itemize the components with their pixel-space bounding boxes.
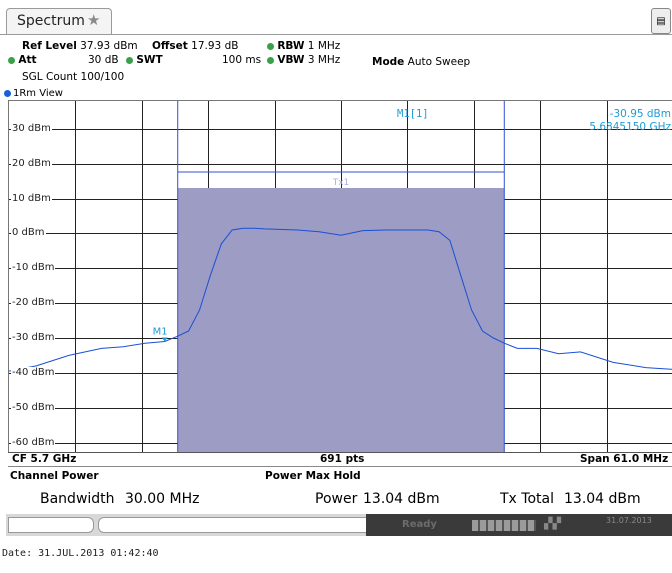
- power-label: Power: [315, 491, 358, 507]
- channel-power-results: Channel Power Power Max Hold Bandwidth 3…: [8, 466, 672, 515]
- settings-header: Ref Level 37.93 dBm Offset 17.93 dB RBW …: [0, 34, 672, 89]
- span: Span 61.0 MHz: [580, 453, 669, 465]
- y-tick-label: -30 dBm: [11, 331, 56, 343]
- marker-frequency: 5.6845150 GHz: [589, 121, 671, 133]
- ref-level-value[interactable]: 37.93 dBm: [80, 40, 138, 52]
- mode-row: Mode Auto Sweep: [372, 56, 470, 68]
- swt-status-dot: [126, 56, 133, 64]
- marker-level: -30.95 dBm: [610, 108, 671, 120]
- rbw-status-dot: [267, 42, 274, 50]
- bandwidth-label: Bandwidth: [40, 491, 115, 507]
- vbw-value[interactable]: 3 MHz: [307, 54, 341, 66]
- power-max-hold-label: Power Max Hold: [265, 470, 361, 482]
- swt-row: SWT: [126, 54, 163, 66]
- swt-value[interactable]: 100 ms: [222, 54, 262, 66]
- tab-title: Spectrum: [17, 13, 85, 29]
- ref-level-row: Ref Level 37.93 dBm: [22, 40, 138, 52]
- sgl-count: SGL Count 100/100: [22, 71, 125, 83]
- tab-spectrum[interactable]: Spectrum ★: [6, 8, 112, 34]
- x-axis-bar: CF 5.7 GHz 691 pts Span 61.0 MHz: [8, 452, 672, 467]
- spectrum-trace: [9, 227, 672, 372]
- ready-text: Ready: [402, 519, 437, 530]
- y-tick-label: -60 dBm: [11, 436, 56, 448]
- mode-label: Mode: [372, 56, 405, 68]
- y-tick-label: 30 dBm: [11, 122, 52, 134]
- display-config-icon[interactable]: ▤: [651, 8, 671, 34]
- progress-bar: [472, 520, 536, 531]
- channel-label: Tx1: [332, 178, 350, 188]
- offset-row: Offset 17.93 dB: [152, 40, 238, 52]
- vbw-status-dot: [267, 56, 274, 64]
- center-frequency: CF 5.7 GHz: [12, 453, 77, 465]
- y-tick-label: -10 dBm: [11, 261, 56, 273]
- y-tick-label: 0 dBm: [11, 226, 46, 238]
- rbw-row: RBW 1 MHz: [267, 40, 340, 52]
- marker-name: M1[1]: [397, 108, 429, 120]
- channel-power-label: Channel Power: [10, 470, 99, 482]
- y-tick-label: -40 dBm: [11, 366, 56, 378]
- star-icon[interactable]: ★: [87, 11, 101, 29]
- sweep-points: 691 pts: [320, 453, 365, 465]
- marker-m1-label: M1: [153, 326, 168, 337]
- att-value[interactable]: 30 dB: [88, 54, 119, 66]
- date-line: Date: 31.JUL.2013 01:42:40: [2, 548, 159, 559]
- signal-icon: ▞▞: [544, 517, 561, 530]
- spectrum-plot[interactable]: Tx1 M1 M1[1] -30.95 dBm 5.6845150 GHz 30 dBm…: [8, 100, 672, 453]
- offset-label: Offset: [152, 40, 188, 52]
- view-title-bar: 1Rm View: [0, 88, 672, 100]
- att-label: Att: [18, 54, 37, 66]
- mode-value[interactable]: Auto Sweep: [407, 56, 471, 68]
- offset-value[interactable]: 17.93 dB: [191, 40, 239, 52]
- status-date: 31.07.2013: [606, 516, 652, 525]
- tab-bar: Spectrum ★ ▤: [0, 0, 672, 34]
- vbw-label: VBW: [277, 54, 305, 66]
- tx-total-value: 13.04 dBm: [564, 491, 641, 507]
- status-message-field: [98, 517, 368, 533]
- tx-total-label: Tx Total: [500, 491, 554, 507]
- att-row: Att: [8, 54, 37, 66]
- status-ready-panel: Ready ▞▞ 31.07.2013: [366, 514, 672, 536]
- rbw-label: RBW: [277, 40, 305, 52]
- swt-label: SWT: [136, 54, 163, 66]
- power-value: 13.04 dBm: [363, 491, 440, 507]
- ref-level-label: Ref Level: [22, 40, 77, 52]
- vbw-row: VBW 3 MHz: [267, 54, 340, 66]
- y-tick-label: -20 dBm: [11, 296, 56, 308]
- channel-power-area: [177, 187, 505, 453]
- marker-m1-symbol: [161, 337, 168, 342]
- y-tick-label: 10 dBm: [11, 192, 52, 204]
- bandwidth-value: 30.00 MHz: [125, 491, 200, 507]
- rbw-value[interactable]: 1 MHz: [307, 40, 341, 52]
- y-tick-label: -50 dBm: [11, 401, 56, 413]
- view-indicator-icon: [4, 89, 11, 97]
- view-title: 1Rm View: [13, 88, 63, 99]
- status-field-left[interactable]: [8, 517, 94, 533]
- att-status-dot: [8, 56, 15, 64]
- y-tick-label: 20 dBm: [11, 157, 52, 169]
